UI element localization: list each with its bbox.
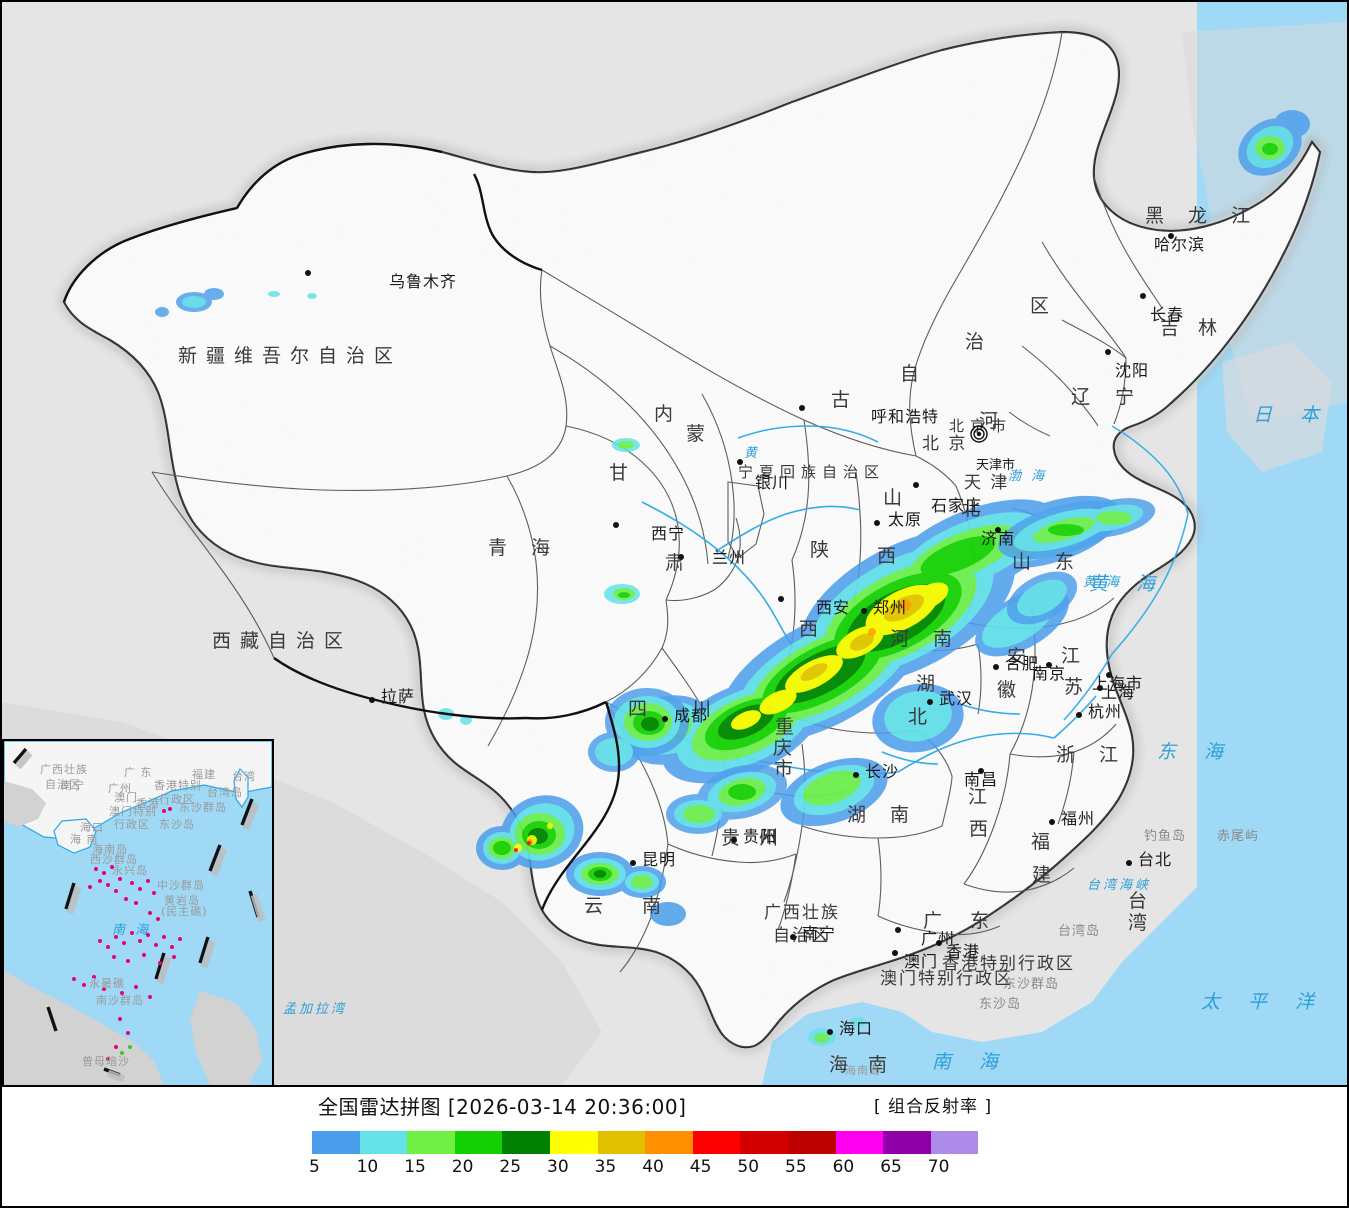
legend-swatch-70 bbox=[930, 1131, 979, 1154]
city-marker-dot bbox=[1168, 233, 1174, 239]
legend-swatch-25 bbox=[502, 1131, 550, 1154]
city-marker-dot bbox=[1126, 860, 1132, 866]
legend-tick-50: 50 bbox=[737, 1157, 760, 1177]
legend-tick-70: 70 bbox=[927, 1157, 950, 1177]
city-marker-dot bbox=[613, 522, 619, 528]
city-marker-dot bbox=[369, 697, 375, 703]
city-marker-dot bbox=[853, 772, 859, 778]
legend-swatch-40 bbox=[645, 1131, 693, 1154]
legend-swatch-45 bbox=[692, 1131, 741, 1154]
legend-swatch-15 bbox=[407, 1131, 455, 1154]
inset-svg bbox=[4, 741, 272, 1085]
legend-title: 全国雷达拼图 [2026-03-14 20:36:00] bbox=[318, 1095, 687, 1119]
legend-tick-45: 45 bbox=[689, 1157, 712, 1177]
city-marker-dot bbox=[892, 950, 898, 956]
legend-tick-15: 15 bbox=[404, 1157, 426, 1177]
city-marker-dot bbox=[1097, 685, 1103, 691]
beijing-radar-marker bbox=[970, 425, 988, 443]
city-marker-dot bbox=[978, 768, 984, 774]
legend-swatch-65 bbox=[883, 1131, 931, 1154]
radar-echo-layer bbox=[155, 110, 1310, 1046]
city-marker-dot bbox=[1046, 662, 1052, 668]
legend-tick-65: 65 bbox=[880, 1157, 902, 1177]
city-marker-dot bbox=[731, 837, 737, 843]
south-china-sea-inset[interactable]: 广西壮族 自治区广 东南宁 广州 澳门 香港 福建 台湾 台湾岛 香港特别 行政区 澳门特别 行政区东… bbox=[2, 739, 274, 1085]
city-marker-dot bbox=[799, 405, 805, 411]
legend-tick-55: 55 bbox=[785, 1157, 807, 1177]
city-marker-dot bbox=[678, 554, 684, 560]
coastline bbox=[1063, 425, 1189, 721]
legend-swatch-60 bbox=[835, 1131, 884, 1154]
legend-swatch-30 bbox=[549, 1131, 598, 1154]
legend-swatch-55 bbox=[787, 1131, 836, 1154]
legend-tick-5: 5 bbox=[309, 1157, 320, 1177]
legend-tick-60: 60 bbox=[832, 1157, 855, 1177]
legend-swatch-5 bbox=[312, 1131, 360, 1154]
city-marker-dot bbox=[737, 459, 743, 465]
legend-tick-10: 10 bbox=[356, 1157, 379, 1177]
city-marker-dot bbox=[936, 940, 942, 946]
legend-swatch-35 bbox=[597, 1131, 646, 1154]
city-marker-dot bbox=[993, 664, 999, 670]
city-marker-dot bbox=[874, 520, 880, 526]
legend-tick-40: 40 bbox=[642, 1157, 664, 1177]
city-marker-dot bbox=[1076, 712, 1082, 718]
city-marker-dot bbox=[927, 699, 933, 705]
legend-swatch-20 bbox=[454, 1131, 503, 1154]
city-marker-dot bbox=[662, 716, 668, 722]
legend-product-type: [ 组合反射率 ] bbox=[874, 1097, 993, 1117]
legend-tick-20: 20 bbox=[451, 1157, 474, 1177]
city-marker-dot bbox=[827, 1029, 833, 1035]
city-marker-dot bbox=[995, 527, 1001, 533]
city-marker-dot bbox=[1106, 672, 1112, 678]
city-marker-dot bbox=[861, 608, 867, 614]
legend-tick-25: 25 bbox=[499, 1157, 522, 1177]
city-marker-dot bbox=[1049, 819, 1055, 825]
map-panel[interactable]: 新疆维吾尔自治区 西藏自治区青 海内蒙古自治区甘肃宁夏回族自治区陕西山西河北山 东… bbox=[0, 0, 1349, 1087]
legend-tick-35: 35 bbox=[594, 1157, 617, 1177]
city-marker-dot bbox=[630, 860, 636, 866]
legend-colorbar bbox=[312, 1131, 979, 1154]
city-marker-dot bbox=[1105, 349, 1111, 355]
city-marker-dot bbox=[895, 927, 901, 933]
city-marker-dot bbox=[1140, 293, 1146, 299]
legend-tick-30: 30 bbox=[547, 1157, 569, 1177]
city-marker-dot bbox=[913, 482, 919, 488]
city-marker-dot bbox=[305, 270, 311, 276]
national-boundary bbox=[62, 142, 621, 911]
city-marker-dot bbox=[790, 934, 796, 940]
city-marker-dot bbox=[778, 596, 784, 602]
legend-swatch-10 bbox=[359, 1131, 408, 1154]
legend-swatch-50 bbox=[740, 1131, 788, 1154]
